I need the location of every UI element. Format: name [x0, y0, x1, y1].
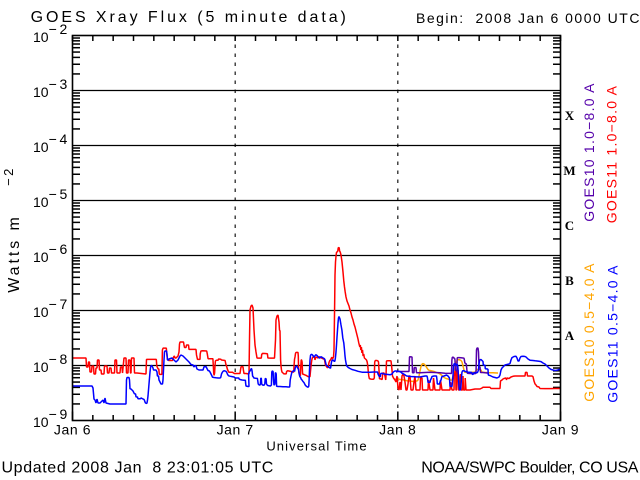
- svg-text:Jan 7: Jan 7: [217, 422, 254, 438]
- svg-text:GOES11 0.5−4.0 A: GOES11 0.5−4.0 A: [605, 264, 621, 402]
- svg-text:Jan 8: Jan 8: [379, 422, 416, 438]
- svg-text:Watts m: Watts m: [6, 214, 23, 293]
- svg-text:X: X: [565, 108, 575, 123]
- svg-text:C: C: [565, 218, 574, 233]
- svg-text:Universal Time: Universal Time: [266, 439, 367, 454]
- svg-text:A: A: [565, 328, 575, 343]
- svg-text:−2: −2: [1, 166, 16, 186]
- svg-text:Jan 6: Jan 6: [54, 422, 91, 438]
- svg-text:GOES10 0.5−4.0 A: GOES10 0.5−4.0 A: [581, 262, 597, 401]
- svg-text:GOES11 1.0−8.0 A: GOES11 1.0−8.0 A: [604, 85, 620, 223]
- svg-text:M: M: [563, 163, 575, 178]
- svg-text:Updated 2008 Jan 8 23:01:05 U: Updated 2008 Jan 8 23:01:05 UTC: [2, 460, 274, 477]
- svg-text:B: B: [565, 273, 574, 288]
- svg-text:Jan 9: Jan 9: [542, 422, 579, 438]
- svg-text:GOES10 1.0−8.0 A: GOES10 1.0−8.0 A: [581, 82, 597, 221]
- svg-text:Begin: 2008 Jan 6 0000 UTC: Begin: 2008 Jan 6 0000 UTC: [416, 10, 640, 26]
- svg-text:NOAA/SWPC Boulder, CO USA: NOAA/SWPC Boulder, CO USA: [421, 460, 638, 477]
- svg-text:GOES Xray Flux (5 minute data): GOES Xray Flux (5 minute data): [31, 9, 349, 26]
